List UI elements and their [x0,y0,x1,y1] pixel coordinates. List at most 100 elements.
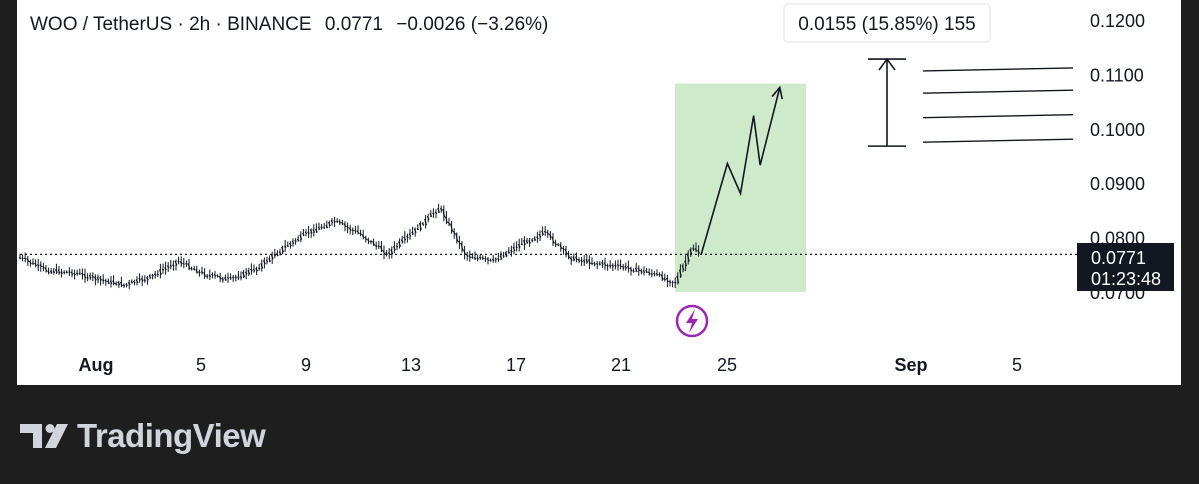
candle-body [109,280,113,285]
candle-body [356,230,360,234]
price-tag-countdown: 01:23:48 [1091,269,1161,289]
candle-body [351,229,355,232]
y-tick-label: 0.1000 [1090,120,1145,140]
candle-body [455,233,459,242]
candle-body [335,220,339,223]
candle-body [432,212,435,215]
candle-body [140,277,144,282]
target-line[interactable] [922,89,1074,94]
chart-panel[interactable] [17,0,1181,385]
price-tag: 0.0771 01:23:48 [1077,243,1174,291]
candle-body [640,269,643,273]
candle-body [262,260,266,265]
target-lines[interactable] [922,67,1074,143]
x-tick-label: Sep [894,355,927,375]
x-tick-label: 5 [196,355,206,375]
target-line[interactable] [922,67,1074,72]
candle-body [450,223,454,232]
symbol-exchange: BINANCE [227,14,311,35]
symbol-header[interactable]: WOO / TetherUS · 2h · BINANCE 0.0771 −0.… [30,14,548,35]
projection-box[interactable] [675,83,806,292]
candle-body [660,274,664,281]
candle-body [497,258,500,261]
candle-body [348,227,352,231]
candle-body [294,239,297,243]
candle-body [314,228,318,233]
candle-body [387,252,391,255]
candle-body [239,276,243,279]
measure-label-background [783,3,991,43]
candle-body [270,254,274,260]
candle-body [268,258,272,262]
candle-body [346,225,349,229]
candle-body [536,236,539,240]
projection-path[interactable] [700,87,781,255]
candle-body [39,264,43,268]
candle-body [621,265,625,269]
candle-body [117,281,121,286]
candle-body [421,222,425,226]
candle-body [408,233,412,237]
candle-body [101,279,105,282]
candle-body [369,240,373,243]
candle-body [551,236,555,244]
candle-body [299,234,303,240]
candle-body [390,249,394,255]
candle-body [83,273,87,279]
time-axis[interactable]: Aug 5 9 13 17 21 25 Sep 5 [79,355,1023,375]
candle-body [614,264,617,267]
candle-body [86,276,89,279]
candle-body [60,271,63,274]
candle-body [572,256,576,261]
candle-body [18,257,22,259]
header-change-pct: (−3.26%) [471,14,549,35]
candle-body [361,233,365,239]
candle-body [481,256,485,260]
candle-body [169,264,172,267]
candle-body [608,264,612,267]
candle-body [372,240,376,246]
candle-body [122,284,126,287]
candle-body [512,246,516,252]
candle-body [166,265,170,269]
target-line[interactable] [922,114,1074,119]
candle-body [174,260,178,266]
candle-body [525,239,529,244]
candle-body [145,276,149,281]
candle-body [587,259,591,265]
price-range-measure[interactable] [868,57,906,147]
x-tick-label: 13 [401,355,421,375]
candle-body [653,272,656,275]
candle-body [133,280,136,284]
candle-body [411,231,414,235]
candle-body [234,276,238,279]
measure-label-box[interactable]: 0.0155 (15.85%) 155 [783,3,991,43]
candle-body [515,246,518,249]
candle-body [366,238,370,243]
target-line[interactable] [922,138,1074,143]
candle-body [426,215,430,221]
candle-body [283,245,287,249]
candle-body [99,276,103,281]
candle-body [206,275,209,278]
candle-body [229,276,232,279]
candle-body [91,274,95,278]
candle-body [603,262,607,267]
candle-body [585,259,589,263]
x-tick-label: 21 [611,355,631,375]
candle-body [302,232,305,236]
candle-body [665,277,669,283]
candle-body [471,256,474,259]
candle-body [114,282,118,286]
candle-body [507,250,511,254]
candle-body [392,245,396,251]
candle-body [96,276,100,281]
event-badge[interactable] [675,304,709,338]
candle-body [562,247,565,251]
candle-body [533,237,537,241]
candle-body [494,258,497,261]
candle-body [354,229,357,232]
candle-body [307,231,310,234]
candle-body [554,242,558,246]
candle-body [325,224,329,229]
